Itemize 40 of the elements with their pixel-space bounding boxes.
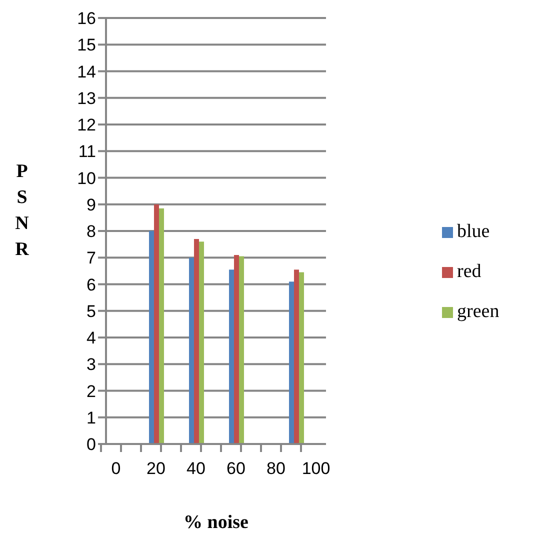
legend-label: red (457, 261, 482, 282)
bar (189, 258, 194, 444)
y-tick-label: 15 (77, 36, 96, 55)
y-tick-label: 4 (86, 328, 96, 348)
y-tick-label: 3 (86, 355, 96, 374)
y-tick-label: 11 (78, 142, 96, 162)
x-tick-label: 100 (302, 459, 330, 478)
y-tick-label: 10 (77, 168, 96, 188)
y-axis-title: PSNR (15, 161, 30, 260)
x-tick-label: 40 (186, 459, 206, 478)
y-tick-label: 12 (77, 116, 96, 135)
bar (159, 208, 164, 444)
bar (299, 272, 304, 444)
legend-label: green (457, 301, 500, 322)
y-tick-label: 8 (86, 222, 96, 242)
y-tick-label: 5 (86, 302, 96, 321)
x-axis-title: % noise (184, 512, 248, 533)
bar (194, 238, 199, 444)
x-tick-label: 0 (111, 459, 121, 478)
bar (149, 231, 154, 444)
bar (154, 204, 159, 444)
y-tick-label: 1 (86, 408, 96, 428)
bar (234, 254, 239, 444)
bar (199, 242, 204, 444)
legend-label: blue (457, 221, 490, 242)
y-tick-label: 16 (77, 9, 96, 28)
bar (294, 270, 299, 444)
y-tick-label: 6 (86, 275, 96, 294)
bar (289, 282, 294, 444)
bar (229, 270, 234, 444)
y-tick-label: 2 (86, 382, 96, 401)
y-tick-label: 7 (86, 248, 96, 268)
y-tick-label: 14 (77, 62, 96, 82)
y-tick-label: 0 (86, 435, 96, 454)
x-tick-label: 80 (266, 459, 286, 478)
y-tick-label: 9 (86, 195, 96, 214)
x-tick-label: 60 (226, 459, 246, 478)
bar (239, 256, 244, 444)
y-tick-label: 13 (77, 88, 96, 108)
x-tick-label: 20 (146, 459, 166, 478)
